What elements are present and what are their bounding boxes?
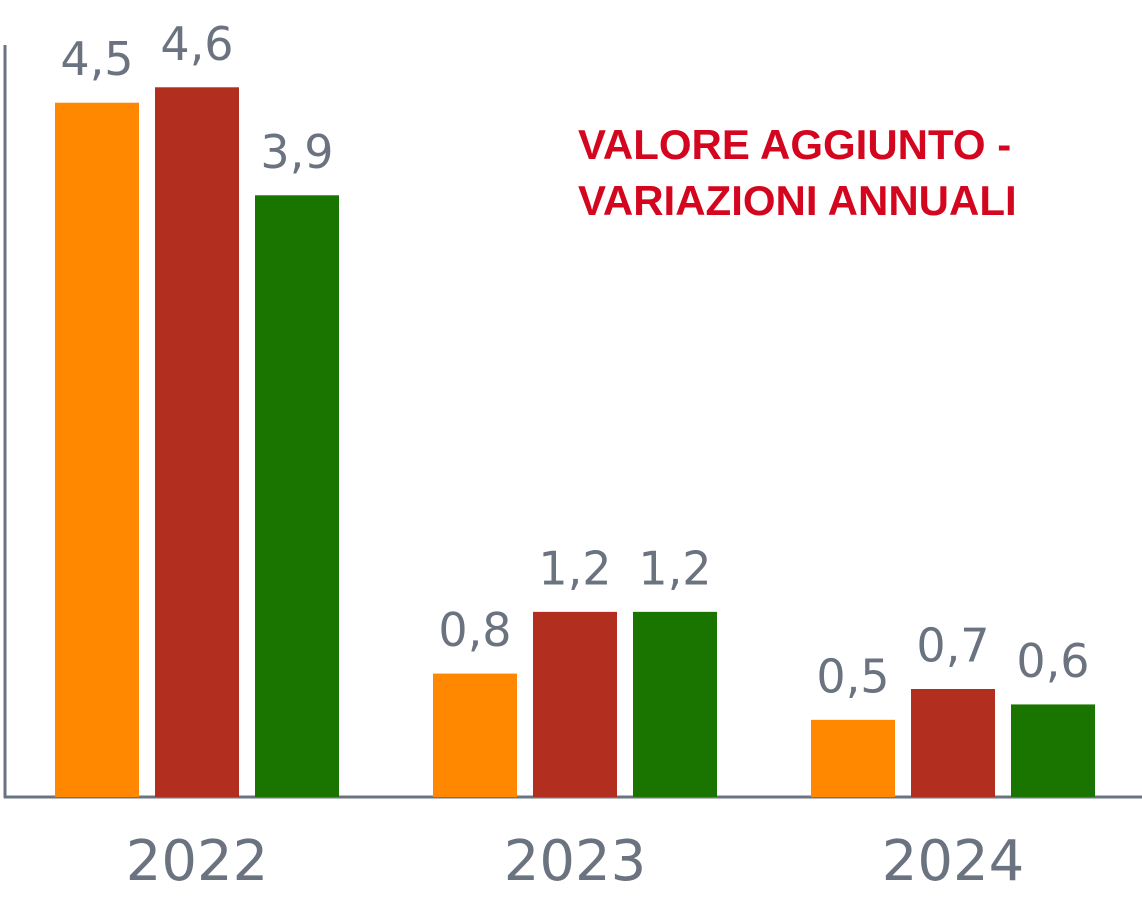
x-tick-label: 2023 [504, 829, 647, 894]
chart-title: VALORE AGGIUNTO - [578, 121, 1011, 168]
x-tick-label: 2022 [126, 829, 269, 894]
bar [155, 87, 239, 798]
bar [633, 611, 717, 797]
bar [55, 102, 139, 797]
bar [433, 673, 517, 797]
bar [533, 611, 617, 797]
value-label: 1,2 [638, 541, 711, 595]
bar [255, 195, 339, 798]
value-label: 0,7 [916, 619, 989, 673]
value-label: 4,6 [160, 17, 233, 71]
value-label: 0,6 [1016, 634, 1089, 688]
bar [811, 719, 895, 797]
value-label: 1,2 [538, 541, 611, 595]
x-tick-label: 2024 [882, 829, 1025, 894]
value-label: 0,5 [816, 649, 889, 703]
value-label: 4,5 [60, 32, 133, 86]
value-label: 0,8 [438, 603, 511, 657]
bar [1011, 704, 1095, 797]
bar [911, 689, 995, 797]
value-label: 3,9 [260, 125, 333, 179]
chart-title: VARIAZIONI ANNUALI [578, 177, 1017, 224]
